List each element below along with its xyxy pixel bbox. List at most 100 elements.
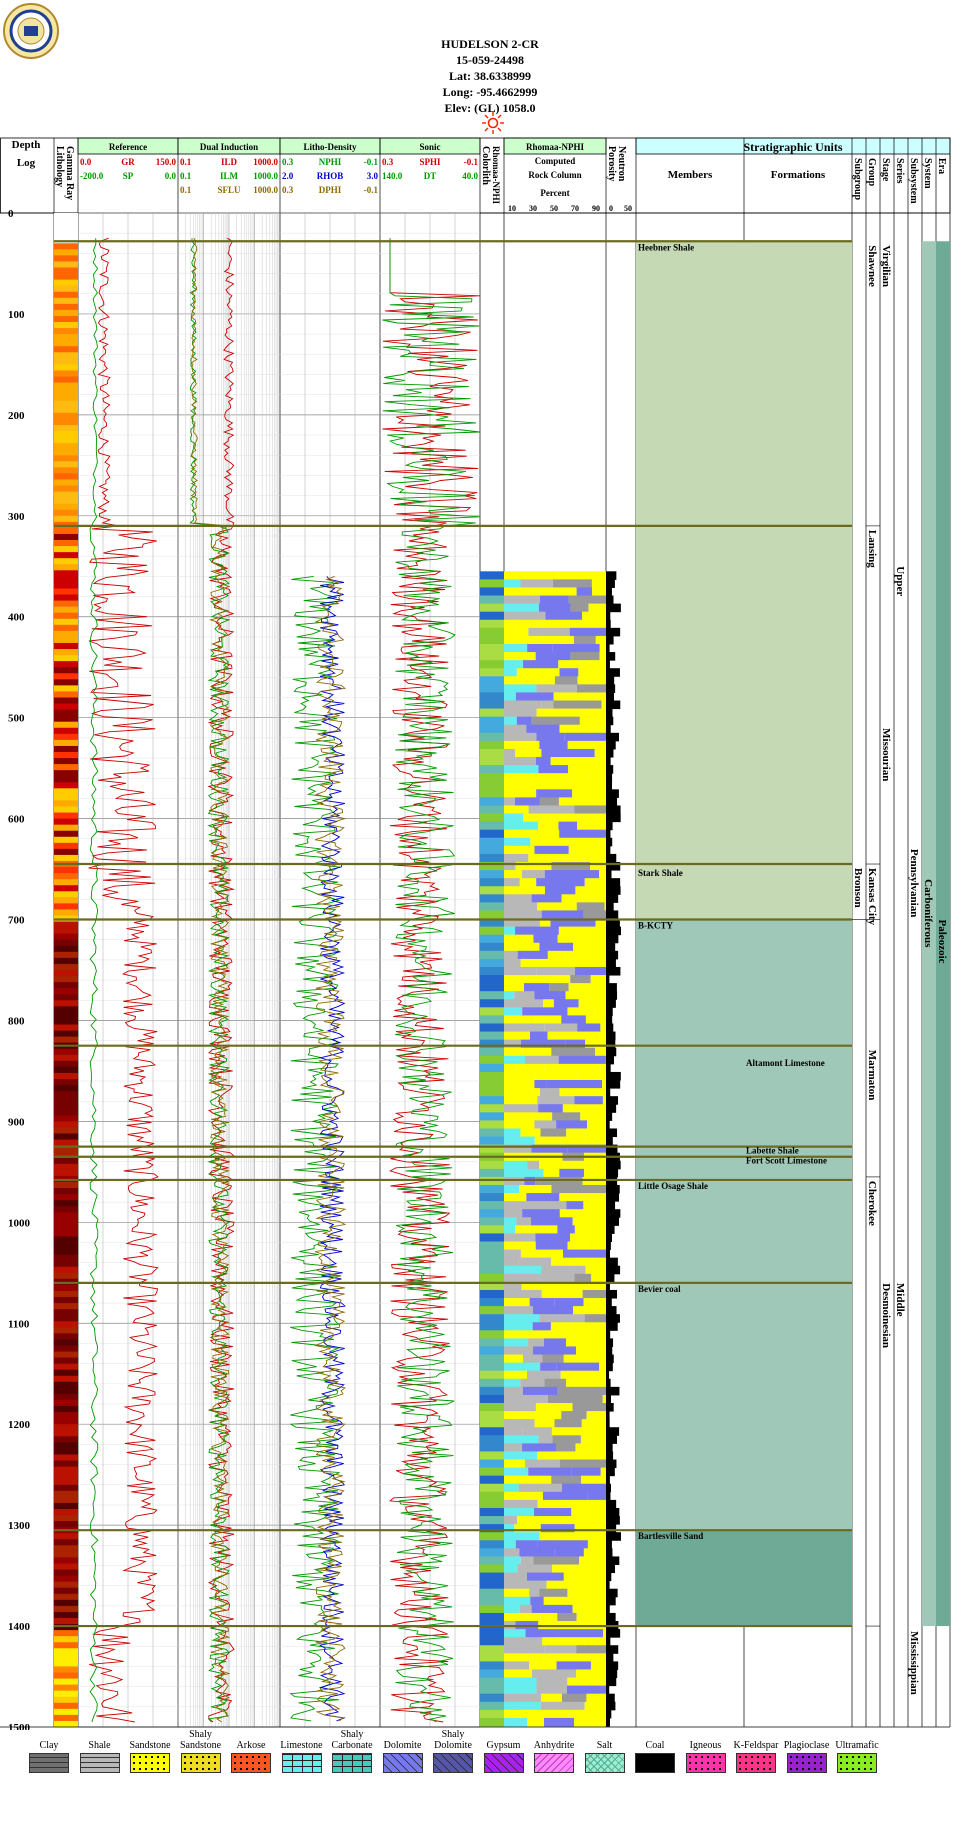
rock-column-band xyxy=(600,1467,606,1477)
rock-column-band xyxy=(575,1346,604,1356)
rock-column-band xyxy=(516,668,560,677)
rock-column-band xyxy=(528,1338,544,1347)
rock-column-band xyxy=(585,1039,606,1049)
rock-column-band xyxy=(504,1306,533,1315)
rock-column-band xyxy=(516,886,545,895)
porosity-band xyxy=(606,1612,616,1622)
legend-swatch xyxy=(635,1753,675,1773)
rock-column-band xyxy=(504,934,534,944)
rock-column-band xyxy=(504,635,537,645)
rock-column-band xyxy=(543,1717,574,1727)
lithology-band xyxy=(54,933,78,941)
curve-name-nphi: NPHI xyxy=(319,157,342,167)
lithology-band xyxy=(54,424,78,432)
colorlith-band xyxy=(480,1241,504,1251)
porosity-band xyxy=(606,1588,618,1598)
rock-column-band xyxy=(504,724,527,734)
lithology-band xyxy=(54,1309,78,1316)
rock-column-band xyxy=(534,1120,557,1129)
colorlith-band xyxy=(480,748,504,758)
rock-column-band xyxy=(558,1629,604,1638)
rock-column-band xyxy=(548,708,583,718)
lithology-band xyxy=(54,1654,78,1661)
rock-column-band xyxy=(570,975,591,984)
rock-column-band xyxy=(539,1516,569,1525)
colorlith-band xyxy=(480,1289,504,1299)
porosity-band xyxy=(606,1233,612,1243)
rock-column-band xyxy=(546,1080,603,1089)
rock-column-band xyxy=(544,1378,567,1388)
legend-swatch xyxy=(180,1753,221,1773)
rock-column-band xyxy=(546,773,588,782)
colorlith-band xyxy=(480,1249,504,1259)
colorlith-band xyxy=(480,1023,504,1033)
rock-column-band xyxy=(504,1039,521,1049)
porosity-band xyxy=(606,627,621,637)
colorlith-band xyxy=(480,1193,504,1202)
rock-column-band xyxy=(590,1661,606,1670)
lithology-band xyxy=(54,600,78,608)
rock-column-band xyxy=(504,668,517,677)
lithology-band xyxy=(54,358,78,365)
formation-label: Fort Scott Limestone xyxy=(746,1156,827,1166)
rock-column-band xyxy=(504,975,537,984)
rock-column-band xyxy=(515,1225,558,1234)
rock-column-band xyxy=(526,1193,560,1202)
porosity-band xyxy=(606,571,617,580)
lithology-band xyxy=(54,1430,78,1437)
rock-column-band xyxy=(504,1427,523,1436)
lithology-band xyxy=(54,1684,78,1692)
porosity-band xyxy=(606,1225,615,1234)
depth-tick-label: 1100 xyxy=(8,1318,30,1330)
rock-column-band xyxy=(552,579,592,588)
lithology-band xyxy=(54,1115,78,1122)
lithology-band xyxy=(54,1406,78,1413)
colorlith-band xyxy=(480,837,504,847)
rock-column-band xyxy=(552,643,600,653)
nphi-curve xyxy=(289,575,342,1722)
lithology-band xyxy=(54,485,78,493)
stage-label: Missourian xyxy=(880,728,892,781)
legend-label: Limestone xyxy=(280,1740,323,1751)
rock-column-band xyxy=(582,708,606,718)
rock-column-band xyxy=(583,1201,606,1210)
rock-column-band xyxy=(504,1685,537,1695)
lithology-band xyxy=(54,788,78,795)
rock-column-band xyxy=(583,1298,606,1307)
lithology-band xyxy=(54,848,78,856)
rock-column-band xyxy=(504,1475,530,1485)
colorlith-band xyxy=(480,1475,504,1485)
rock-column-band xyxy=(514,748,542,758)
rock-column-band xyxy=(534,1080,547,1089)
rock-column-band xyxy=(549,958,571,968)
porosity-band xyxy=(606,1306,617,1315)
porosity-band xyxy=(606,1604,610,1614)
rock-column-band xyxy=(537,1451,561,1461)
rock-column-band xyxy=(538,603,571,613)
legend-item: Ultramafic xyxy=(834,1725,880,1773)
rock-column-band xyxy=(599,1362,606,1372)
lithology-band xyxy=(54,842,78,850)
colorlith-band xyxy=(480,942,504,952)
colorlith-band xyxy=(480,1588,504,1598)
lithology-band xyxy=(54,1521,78,1528)
legend-swatch xyxy=(130,1753,170,1773)
rock-column-band xyxy=(557,934,580,944)
legend-item: K-Feldspar xyxy=(733,1725,779,1773)
rock-column-band xyxy=(567,740,606,750)
porosity-band xyxy=(606,991,618,1000)
rock-column-band xyxy=(504,643,528,653)
rock-column-band xyxy=(535,1176,583,1186)
lithology-band xyxy=(54,461,78,468)
rock-column-band xyxy=(576,1612,606,1622)
lithology-band xyxy=(54,255,78,262)
lithology-band xyxy=(54,1418,78,1425)
porosity-band xyxy=(606,813,621,823)
legend-label: Shaly Dolomite xyxy=(434,1729,472,1751)
lithology-band xyxy=(54,891,78,898)
stage-label: Virgilian xyxy=(880,245,892,287)
porosity-band xyxy=(606,1265,621,1275)
rock-column-band xyxy=(504,1201,529,1210)
rock-column-band xyxy=(504,1217,517,1226)
rock-column-band xyxy=(570,603,589,613)
